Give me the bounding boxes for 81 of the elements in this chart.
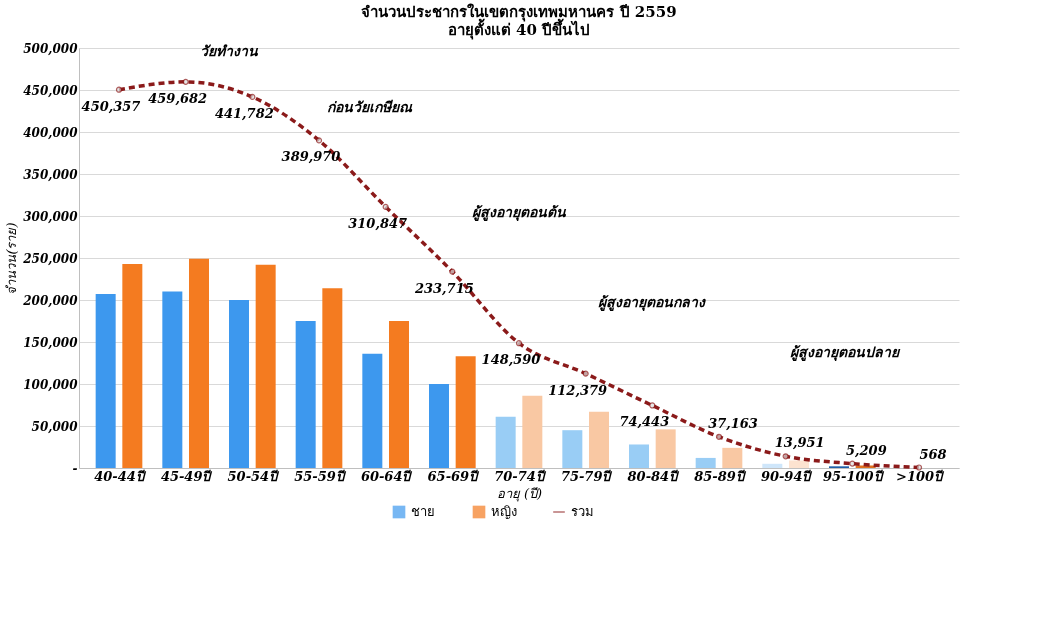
x-tick-label: 90-94ปี bbox=[760, 468, 814, 484]
x-tick-label: 50-54ปี bbox=[227, 468, 281, 484]
bar bbox=[522, 395, 543, 468]
x-tick-label: 65-69ปี bbox=[427, 468, 481, 484]
bar bbox=[295, 321, 316, 468]
data-label: 233,715 bbox=[413, 280, 474, 296]
bar bbox=[189, 258, 209, 468]
bar bbox=[762, 463, 783, 468]
bar bbox=[389, 321, 409, 468]
bar bbox=[722, 447, 743, 468]
data-label: 450,357 bbox=[81, 98, 141, 114]
annotation: ก่อนวัยเกษียณ bbox=[326, 99, 413, 115]
legend-label: รวม bbox=[571, 504, 594, 519]
data-label: 13,951 bbox=[774, 435, 825, 451]
y-tick-label: 500,000 bbox=[23, 41, 79, 56]
data-label: 310,847 bbox=[348, 215, 408, 231]
y-tick-label: 200,000 bbox=[22, 293, 79, 308]
y-tick-label: 450,000 bbox=[23, 83, 79, 98]
x-tick-label: 70-74ปี bbox=[494, 468, 547, 484]
data-label: 74,443 bbox=[619, 414, 670, 430]
bar bbox=[122, 263, 143, 468]
bar bbox=[655, 429, 676, 468]
bar bbox=[789, 460, 809, 468]
x-tick-label: >100ปี bbox=[895, 468, 946, 484]
x-tick-label: 40-44ปี bbox=[94, 468, 147, 484]
annotation: ผู้สูงอายุตอนกลาง bbox=[597, 294, 706, 311]
y-tick-label: 150,000 bbox=[23, 335, 79, 350]
y-tick-label: 100,000 bbox=[23, 377, 79, 392]
x-tick-label: 95-100ปี bbox=[823, 468, 885, 484]
y-tick-label: - bbox=[72, 461, 78, 476]
bar bbox=[362, 353, 383, 468]
point bbox=[315, 137, 323, 144]
annotation: วัยทำงาน bbox=[199, 43, 259, 59]
legend-label: หญิง bbox=[491, 504, 517, 519]
annotation: ผู้สูงอายุตอนต้น bbox=[472, 204, 567, 221]
point bbox=[115, 86, 123, 93]
data-label: 37,163 bbox=[708, 415, 758, 431]
bar bbox=[695, 457, 716, 468]
point bbox=[182, 78, 189, 85]
bar bbox=[229, 300, 249, 468]
bar bbox=[255, 264, 276, 468]
data-label: 459,682 bbox=[148, 90, 208, 106]
point bbox=[649, 402, 656, 409]
bar bbox=[589, 411, 609, 468]
x-tick-label: 75-79ปี bbox=[560, 468, 614, 484]
x-tick-label: 85-89ปี bbox=[694, 468, 747, 484]
bar bbox=[322, 288, 343, 468]
data-label: 148,590 bbox=[481, 352, 541, 368]
y-tick-label: 300,000 bbox=[23, 209, 79, 224]
x-tick-label: 80-84ปี bbox=[627, 468, 681, 484]
y-axis-title: จำนวน(ราย) bbox=[4, 222, 20, 295]
data-label: 5,209 bbox=[845, 442, 887, 458]
point bbox=[382, 203, 389, 210]
x-tick-label: 60-64ปี bbox=[360, 468, 414, 484]
bar bbox=[95, 294, 116, 468]
y-tick-label: 400,000 bbox=[23, 125, 79, 140]
bar bbox=[629, 444, 649, 468]
data-label: 441,782 bbox=[214, 105, 274, 121]
y-tick-label: 50,000 bbox=[31, 419, 79, 434]
point bbox=[849, 460, 856, 467]
y-tick-label: 350,000 bbox=[23, 167, 79, 182]
x-tick-label: 45-49ปี bbox=[160, 468, 214, 484]
y-tick-label: 250,000 bbox=[22, 251, 79, 266]
bar bbox=[495, 416, 516, 468]
bar bbox=[455, 356, 476, 468]
bar bbox=[429, 384, 449, 468]
data-label: 568 bbox=[919, 446, 947, 462]
point bbox=[715, 433, 723, 440]
annotation: ผู้สูงอายุตอนปลาย bbox=[790, 344, 902, 361]
x-tick-label: 55-59ปี bbox=[294, 468, 347, 484]
data-label: 389,970 bbox=[281, 149, 341, 165]
point bbox=[449, 268, 456, 275]
point bbox=[515, 340, 523, 347]
point bbox=[582, 370, 589, 377]
legend-label: ชาย bbox=[411, 504, 435, 519]
bar bbox=[562, 430, 583, 468]
point bbox=[249, 93, 256, 100]
point bbox=[782, 453, 789, 460]
x-axis-title: อายุ (ปี) bbox=[496, 485, 543, 502]
data-label: 112,379 bbox=[548, 382, 608, 398]
bar bbox=[162, 291, 183, 468]
